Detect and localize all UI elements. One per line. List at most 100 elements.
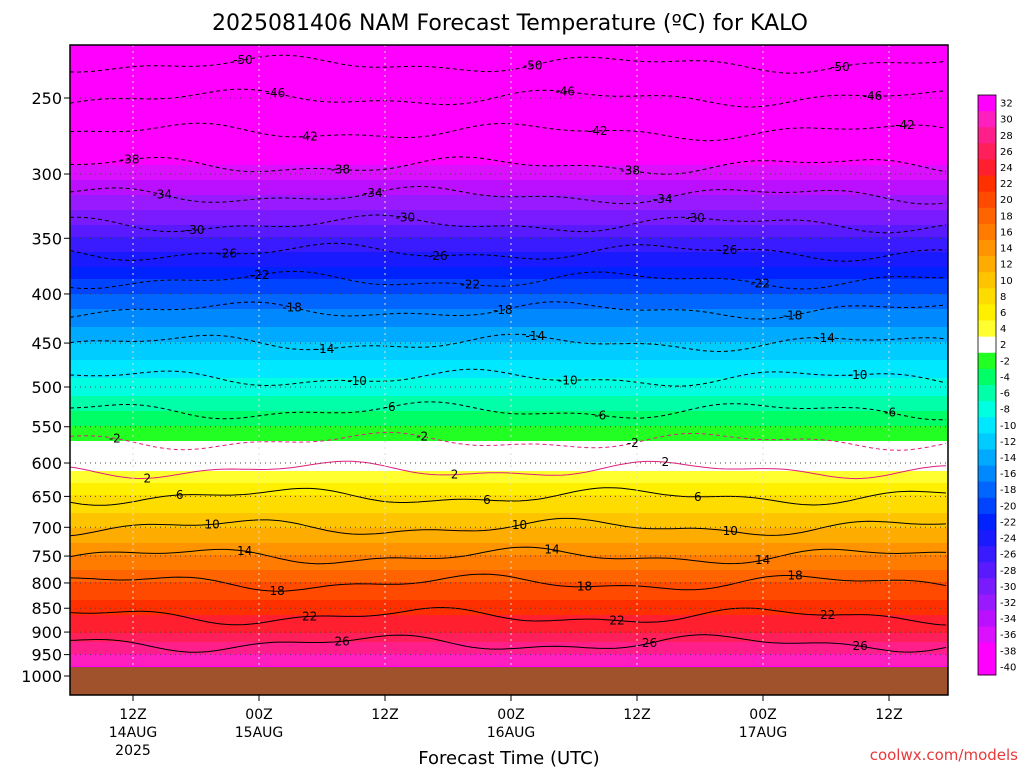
temperature-band <box>70 66 948 70</box>
temperature-band <box>70 543 948 547</box>
colorbar-label: 22 <box>1000 179 1013 190</box>
contour-label: -34 <box>363 186 383 200</box>
x-axis-label: Forecast Time (UTC) <box>418 748 599 768</box>
temperature-band <box>70 303 948 307</box>
temperature-band <box>70 426 948 430</box>
temperature-band <box>70 180 948 184</box>
isotherm-line <box>70 431 947 451</box>
temperature-band <box>70 558 948 562</box>
temperature-band <box>70 366 948 370</box>
temperature-band <box>70 165 948 169</box>
colorbar-label: -34 <box>1000 614 1016 625</box>
temperature-band <box>70 381 948 385</box>
temperature-band <box>70 630 948 634</box>
temperature-band <box>70 384 948 388</box>
temperature-band <box>70 537 948 541</box>
temperature-band <box>70 96 948 100</box>
isotherm-line <box>70 368 947 387</box>
colorbar-swatch <box>978 530 996 547</box>
colorbar-swatch <box>978 513 996 531</box>
temperature-band <box>70 276 948 280</box>
temperature-band <box>70 306 948 310</box>
temperature-band <box>70 288 948 292</box>
temperature-band <box>70 186 948 190</box>
colorbar-label: 26 <box>1000 147 1013 158</box>
contour-label: -6 <box>884 406 896 420</box>
contour-label: -34 <box>653 192 673 206</box>
temperature-band <box>70 609 948 613</box>
temperature-band <box>70 429 948 433</box>
time-tick-label: 00Z <box>245 707 272 723</box>
temperature-band <box>70 87 948 91</box>
contour-label: 14 <box>237 544 252 558</box>
colorbar-label: -38 <box>1000 646 1016 657</box>
colorbar-swatch <box>978 256 996 273</box>
contour-label: -30 <box>185 223 205 237</box>
colorbar-frame <box>977 94 997 676</box>
temperature-band <box>70 534 948 538</box>
temperature-band <box>70 345 948 349</box>
contour-label: 2 <box>143 471 151 485</box>
contour-label: 14 <box>755 553 770 567</box>
temperature-band <box>70 90 948 94</box>
temperature-band <box>70 387 948 391</box>
temperature-band <box>70 105 948 109</box>
temperature-band <box>70 228 948 232</box>
contour-label: -18 <box>493 303 513 317</box>
colorbar-label: 4 <box>1000 324 1006 335</box>
colorbar-swatch <box>978 288 996 305</box>
contour-label: -38 <box>620 163 640 177</box>
temperature-band <box>70 489 948 493</box>
temperature-band <box>70 432 948 436</box>
isotherm-line <box>70 214 947 234</box>
contour-label: -50 <box>233 53 253 67</box>
contour-label: -22 <box>461 278 481 292</box>
contour-label: -10 <box>347 374 367 388</box>
temperature-band <box>70 336 948 340</box>
temperature-band <box>70 420 948 424</box>
colorbar-swatch <box>978 240 996 257</box>
temperature-band <box>70 174 948 178</box>
temperature-band <box>70 600 948 604</box>
temperature-band <box>70 648 948 652</box>
isotherm-line <box>70 333 947 353</box>
temperature-band <box>70 183 948 187</box>
temperature-band <box>70 258 948 262</box>
contour-label: 26 <box>853 639 868 653</box>
temperature-band <box>70 273 948 277</box>
temperature-band <box>70 615 948 619</box>
contour-label: 6 <box>483 493 491 507</box>
temperature-band <box>70 144 948 148</box>
temperature-band <box>70 453 948 457</box>
colorbar-swatch <box>978 159 996 176</box>
plot-frame <box>69 44 949 696</box>
contour-label: -30 <box>396 211 416 225</box>
colorbar-label: -8 <box>1000 405 1010 416</box>
temperature-band <box>70 297 948 301</box>
contour-label: 6 <box>176 488 184 502</box>
temperature-band <box>70 207 948 211</box>
colorbar-label: 28 <box>1000 131 1013 142</box>
temperature-band <box>70 357 948 361</box>
contour-label: -2 <box>416 429 428 443</box>
isotherm-line <box>70 573 947 592</box>
colorbar-swatch <box>978 304 996 321</box>
temperature-band <box>70 396 948 400</box>
temperature-band <box>70 588 948 592</box>
contour-label: -26 <box>718 243 738 257</box>
temperature-band <box>70 621 948 625</box>
temperature-band <box>70 69 948 73</box>
contour-label: -34 <box>152 188 172 202</box>
time-axis: 12Z 14AUG 2025 00Z 15AUG 12Z 00Z 16AUG 12Z 00Z 17A… <box>109 695 903 759</box>
temperature-band <box>70 519 948 523</box>
colorbar-label: 32 <box>1000 99 1013 110</box>
temperature-band <box>70 660 948 664</box>
temperature-band <box>70 639 948 643</box>
temperature-band <box>70 210 948 214</box>
temperature-band <box>70 201 948 205</box>
contour-label: -10 <box>558 373 578 387</box>
contour-label: -38 <box>331 162 351 176</box>
grid-lines <box>70 45 948 695</box>
contour-label: -18 <box>783 309 803 323</box>
temperature-band <box>70 330 948 334</box>
